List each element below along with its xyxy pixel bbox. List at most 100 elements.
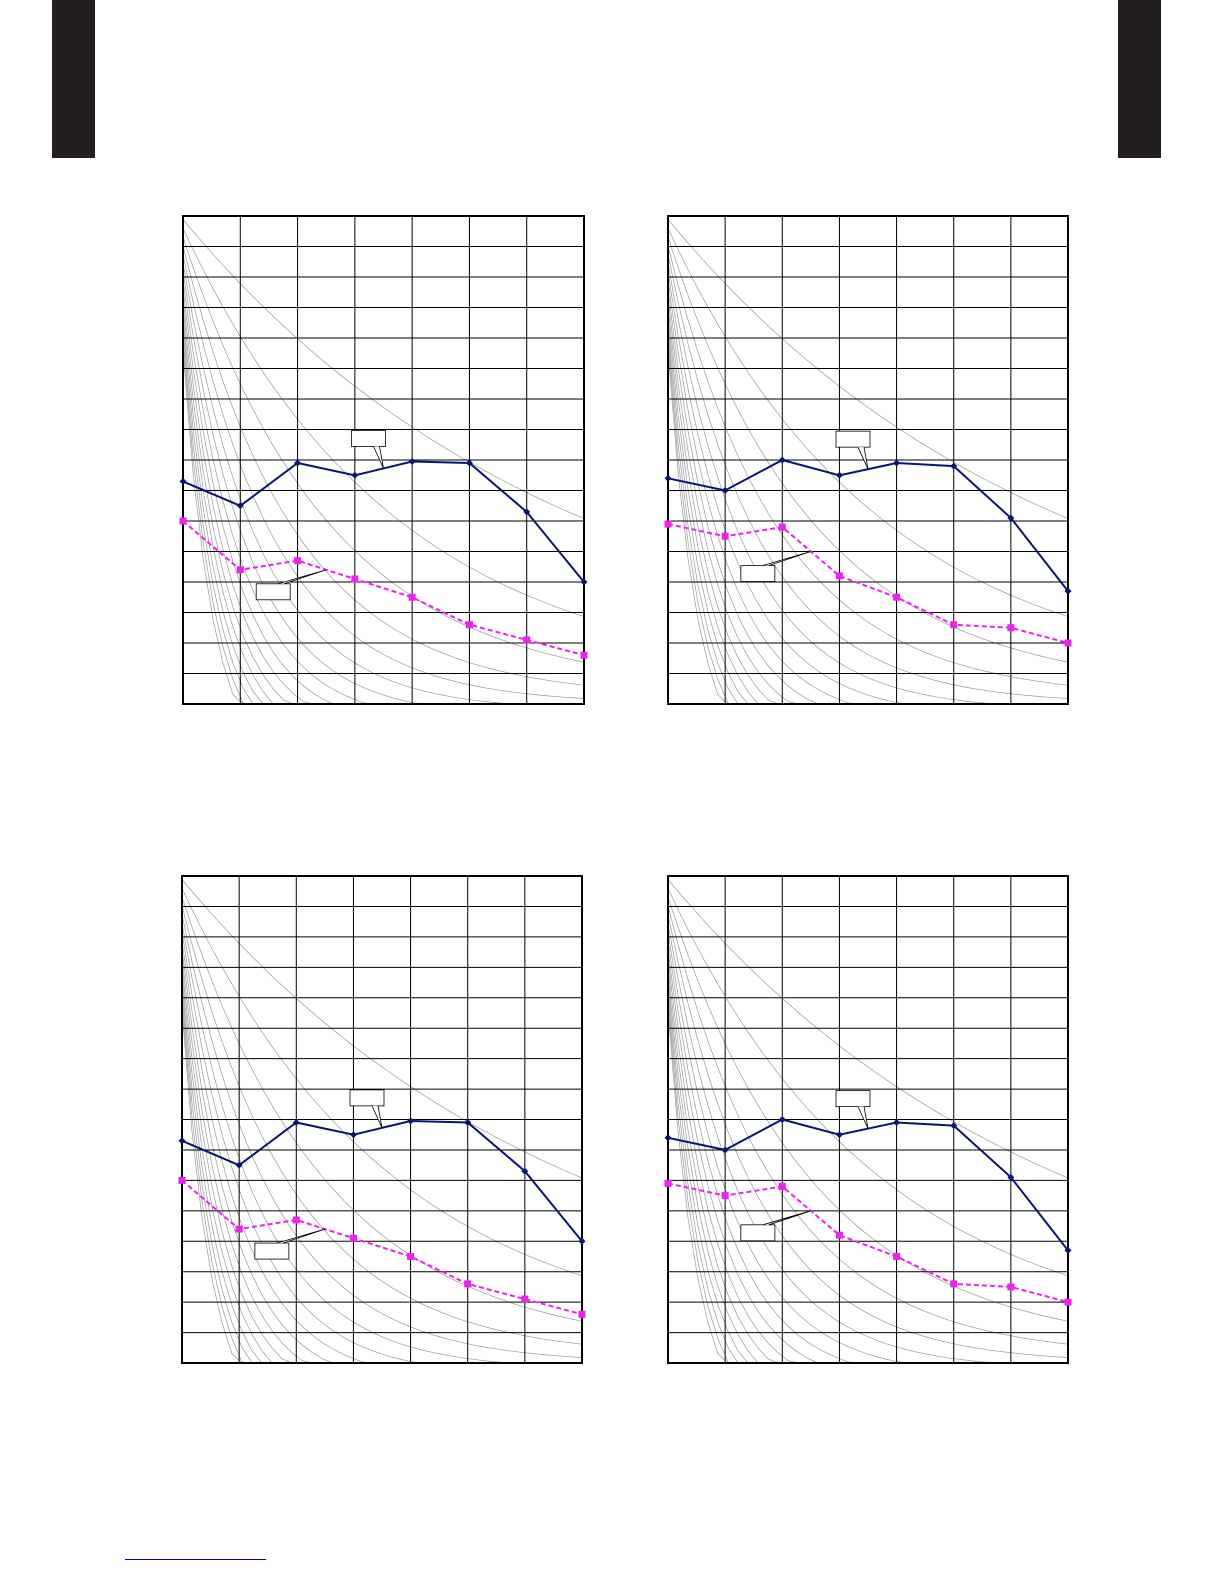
reference-curve (182, 237, 585, 663)
callout-pointer (371, 1105, 383, 1129)
data-point (835, 572, 843, 580)
data-point (407, 1252, 415, 1260)
reference-curve (182, 350, 584, 705)
data-point (664, 520, 672, 528)
data-point (294, 459, 302, 467)
reference-curve (181, 914, 583, 1358)
reference-curves (182, 219, 585, 705)
reference-curve (667, 228, 1069, 617)
data-point (235, 1161, 243, 1169)
reference-curve (181, 896, 583, 1322)
reference-curves (667, 879, 1069, 1364)
reference-curve (181, 1010, 582, 1364)
data-point (950, 1280, 958, 1288)
callout (255, 569, 327, 601)
series-line (667, 1182, 1069, 1304)
reference-curve (667, 993, 1068, 1364)
data-point (1007, 624, 1015, 632)
data-point (408, 458, 416, 466)
reference-curve (182, 228, 585, 617)
data-point (1064, 1298, 1072, 1306)
data-point (835, 1231, 843, 1239)
reference-curves (181, 879, 583, 1364)
data-point (893, 1252, 901, 1260)
data-point (292, 1216, 300, 1224)
series-line (182, 520, 585, 657)
chart-svg (664, 215, 1072, 705)
data-point (294, 557, 302, 565)
data-point (235, 1225, 243, 1233)
series-1 (664, 520, 1072, 647)
callout-box (740, 565, 776, 582)
callout (835, 430, 871, 470)
reference-curve (182, 254, 585, 699)
callout-box (349, 1089, 385, 1107)
callout-box (255, 583, 291, 601)
data-point (578, 1237, 586, 1245)
callout-box (835, 1090, 871, 1108)
callout-box (835, 430, 871, 448)
data-point (408, 593, 416, 601)
plot-frame (182, 215, 585, 705)
reference-curve (667, 967, 1068, 1364)
callout (740, 551, 811, 582)
data-point (1007, 1283, 1015, 1291)
grid (182, 215, 585, 705)
chart-top-left (179, 215, 588, 705)
data-point (893, 459, 901, 467)
reference-curve (667, 341, 1068, 705)
series-line (181, 1119, 583, 1242)
reference-curve (181, 993, 582, 1364)
data-point (778, 1182, 786, 1190)
grid (181, 875, 583, 1364)
data-point (521, 1167, 529, 1175)
data-point (950, 621, 958, 629)
callout (349, 1089, 385, 1129)
data-point (1064, 587, 1072, 595)
reference-curve (181, 879, 583, 1179)
chart-svg (179, 215, 588, 705)
data-point (950, 1122, 958, 1130)
reference-curve (667, 914, 1069, 1358)
data-point (893, 1119, 901, 1127)
data-point (179, 477, 187, 485)
callout (740, 1210, 811, 1242)
callout-box (254, 1242, 290, 1260)
reference-curve (667, 245, 1069, 686)
data-point (349, 1234, 357, 1242)
data-point (578, 1310, 586, 1318)
data-point (351, 471, 359, 479)
data-point (464, 1280, 472, 1288)
data-point (465, 621, 473, 629)
callout (254, 1228, 325, 1260)
reference-curve (667, 254, 1069, 699)
plot-frame (667, 875, 1069, 1364)
series-line (182, 460, 585, 583)
callout-pointer (276, 1228, 325, 1244)
reference-curve (667, 905, 1069, 1345)
data-point (407, 1117, 415, 1125)
reference-curve (667, 219, 1069, 519)
data-point (950, 462, 958, 470)
page-edge-tab-left (52, 0, 95, 158)
callout-pointer (278, 569, 327, 585)
data-point (465, 459, 473, 467)
series-line (667, 523, 1069, 644)
reference-curve (181, 905, 583, 1345)
callout-pointer (762, 1210, 811, 1226)
data-point (580, 651, 588, 659)
data-point (178, 1137, 186, 1145)
data-point (351, 575, 359, 583)
series-line (181, 1179, 583, 1316)
series-1 (664, 1179, 1072, 1306)
data-point (236, 566, 244, 574)
reference-curve (667, 1001, 1068, 1364)
data-point (523, 636, 531, 644)
data-point (1064, 1246, 1072, 1254)
chart-svg (664, 875, 1072, 1364)
callout-box (351, 429, 386, 447)
callout-pointer (857, 1106, 869, 1129)
reference-curve (667, 896, 1069, 1322)
reference-curve (667, 1010, 1068, 1364)
reference-curve (182, 341, 584, 705)
